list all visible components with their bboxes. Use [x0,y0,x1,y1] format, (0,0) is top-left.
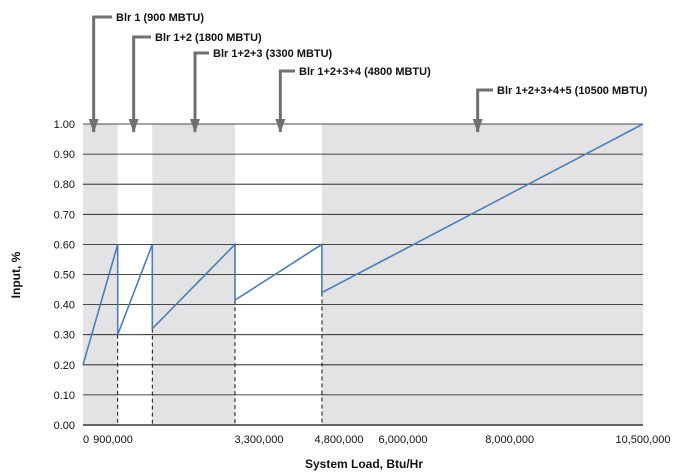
y-tick-label: 0.90 [54,149,75,161]
y-tick-label: 0.10 [54,390,75,402]
annotation-label-2: Blr 1+2 (1800 MBTU) [155,32,262,44]
x-tick-label: 10,500,000 [615,434,670,446]
y-tick-label: 0.70 [54,209,75,221]
annotation-arrow-3 [190,51,209,133]
annotation-label-3: Blr 1+2+3 (3300 MBTU) [213,48,333,60]
y-tick-label: 0.20 [54,360,75,372]
x-tick-label: 4,800,000 [315,434,364,446]
series-group [82,123,644,366]
x-tick-labels: 0 900,000 3,300,000 4,800,000 6,000,000 8,000… [83,434,671,446]
y-tick-label: 0.30 [54,330,75,342]
y-tick-label: 1.00 [54,119,75,131]
x-tick-label: 6,000,000 [379,434,428,446]
y-tick-label: 0.00 [54,420,75,432]
annotation-arrow-1 [88,15,112,133]
y-tick-label: 0.80 [54,179,75,191]
annotation-arrow-2 [128,35,151,133]
annotation-label-5: Blr 1+2+3+4+5 (10500 MBTU) [497,85,648,97]
x-tick-label: 900,000 [93,434,133,446]
annotation-label-4: Blr 1+2+3+4 (4800 MBTU) [299,66,431,78]
annotation-label-1: Blr 1 (900 MBTU) [116,12,204,24]
y-tick-label: 0.40 [54,300,75,312]
x-axis-title: System Load, Btu/Hr [305,457,423,471]
x-tick-label: 8,000,000 [485,434,534,446]
y-tick-label: 0.50 [54,270,75,282]
y-axis-title: Input, % [9,251,23,298]
annotation-arrow-4 [275,69,295,133]
annotation-arrow-5 [472,88,493,133]
series-line-1 [82,123,644,366]
x-tick-label: 3,300,000 [235,434,284,446]
gridlines [83,123,643,426]
y-tick-label: 0.60 [54,239,75,251]
x-tick-label: 0 [83,434,89,446]
annotations: Blr 1 (900 MBTU) Blr 1+2 (1800 MBTU) Blr 1… [88,12,648,133]
staging-lines [117,292,323,425]
y-tick-labels: 0.00 0.10 0.20 0.30 0.40 0.50 0.60 0.70 0.80 0.90… [54,119,75,432]
